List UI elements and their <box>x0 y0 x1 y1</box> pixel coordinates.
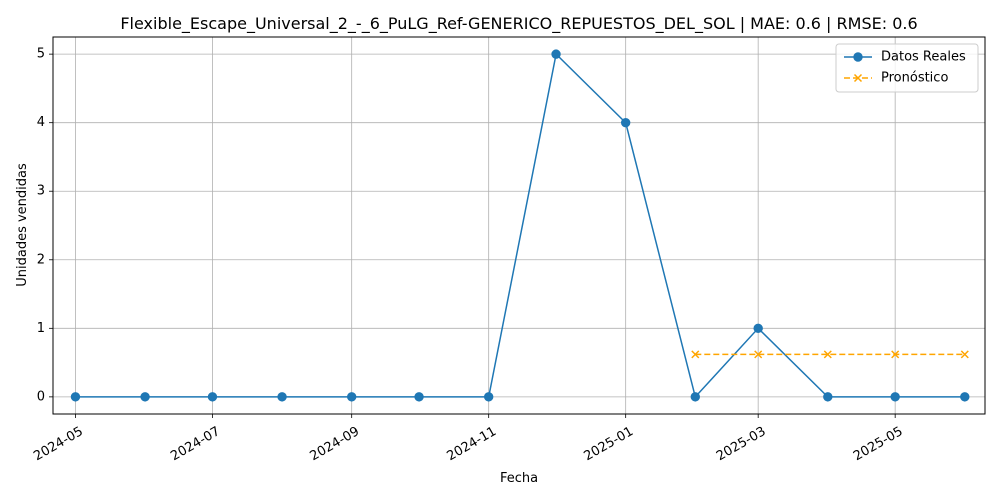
y-tick-label: 2 <box>37 252 45 267</box>
data-point <box>823 392 833 402</box>
y-axis-label: Unidades vendidas <box>15 163 30 287</box>
chart-title: Flexible_Escape_Universal_2_-_6_PuLG_Ref… <box>120 14 917 34</box>
y-tick-label: 3 <box>37 184 45 199</box>
y-tick-label: 0 <box>37 389 45 404</box>
data-point <box>691 350 700 359</box>
y-axis: 0 1 2 3 4 5 <box>37 47 53 404</box>
series-line <box>75 52 965 399</box>
legend-label: Pronóstico <box>881 71 948 86</box>
plot-frame <box>52 36 986 415</box>
legend-box <box>835 43 979 93</box>
series-layer <box>70 49 970 402</box>
data-point <box>891 350 900 359</box>
legend-marker <box>853 52 863 62</box>
data-point <box>960 350 969 359</box>
data-point <box>551 49 561 59</box>
data-point <box>414 392 424 402</box>
data-point <box>483 392 494 402</box>
series-1 <box>70 49 970 402</box>
legend-label: Datos Reales <box>881 50 966 65</box>
data-point <box>620 117 631 128</box>
legend-marker <box>853 73 863 83</box>
data-point <box>207 392 218 402</box>
legend: Datos Reales Pronóstico <box>835 43 979 93</box>
data-point <box>890 392 900 402</box>
y-tick-label: 5 <box>37 47 45 62</box>
data-point <box>140 392 150 402</box>
x-axis-label: Fecha <box>500 471 538 486</box>
data-point <box>70 392 81 402</box>
data-point <box>346 392 357 402</box>
y-tick-label: 4 <box>37 115 45 130</box>
data-point <box>823 350 832 359</box>
data-point <box>960 392 970 402</box>
data-point <box>753 323 763 334</box>
y-tick-label: 1 <box>37 321 45 336</box>
data-point <box>754 350 763 359</box>
data-point <box>277 392 287 402</box>
series-2 <box>691 350 969 359</box>
data-point <box>690 392 700 402</box>
